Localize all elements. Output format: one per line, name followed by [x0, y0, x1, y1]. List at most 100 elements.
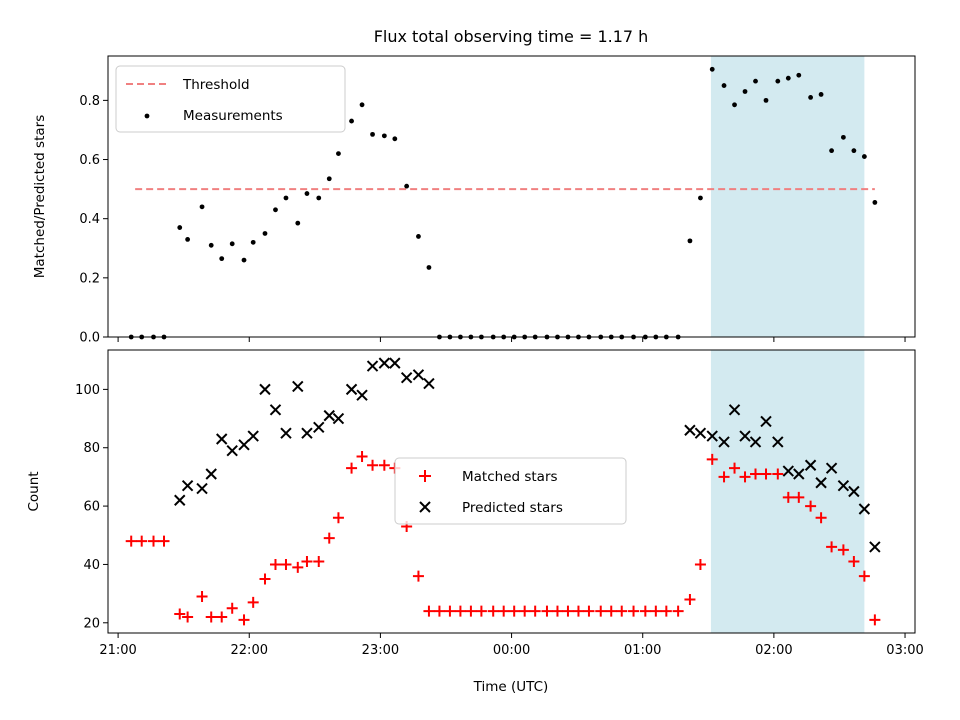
- predicted-star-point: [772, 436, 784, 448]
- matched-star-point: [475, 605, 487, 617]
- y-tick-label: 40: [83, 558, 100, 573]
- y-tick-label: 20: [83, 616, 100, 631]
- matched-star-point: [628, 605, 640, 617]
- measurement-point: [295, 220, 301, 226]
- measurement-point: [229, 241, 235, 247]
- predicted-star-point: [345, 383, 358, 396]
- matched-star-point: [498, 605, 510, 617]
- matched-star-point: [672, 605, 684, 617]
- measurement-point: [698, 195, 703, 201]
- predicted-star-point: [760, 415, 772, 428]
- measurement-point: [381, 133, 387, 139]
- highlight-span-top: [710, 56, 865, 337]
- matched-star-point: [660, 605, 672, 617]
- matched-star-point: [454, 605, 466, 617]
- bottom-axes-frame: [107, 349, 916, 634]
- matched-star-point: [529, 605, 541, 617]
- measurement-point: [808, 95, 814, 100]
- legend-measurements-label: Measurements: [183, 108, 283, 124]
- measurement-point: [177, 225, 183, 230]
- predicted-star-point: [400, 372, 413, 384]
- matched-star-point: [750, 468, 762, 480]
- matched-star-point: [136, 535, 148, 547]
- measurement-point: [732, 102, 737, 108]
- predicted-star-point: [205, 468, 217, 480]
- matched-star-point: [858, 570, 870, 582]
- measurement-point: [359, 102, 365, 108]
- matched-star-point: [541, 605, 553, 617]
- matched-star-point: [848, 556, 860, 568]
- chart-title: Flux total observing time = 1.17 h: [374, 27, 649, 46]
- predicted-star-point: [292, 380, 304, 393]
- matched-star-point: [729, 462, 741, 474]
- matched-star-point: [551, 605, 563, 617]
- matched-star-point: [412, 570, 424, 582]
- predicted-star-point: [869, 541, 881, 553]
- matched-star-point: [465, 605, 477, 617]
- matched-star-point: [572, 605, 584, 617]
- y-tick-label: 80: [83, 441, 100, 456]
- predicted-star-point: [782, 465, 795, 477]
- matched-star-point: [684, 593, 696, 605]
- x-tick-label: 23:00: [362, 643, 399, 658]
- predicted-star-point: [718, 436, 730, 448]
- x-tick-label: 21:00: [99, 643, 136, 658]
- measurement-point: [262, 231, 268, 236]
- matched-star-point: [205, 611, 217, 623]
- measurement-point: [349, 118, 354, 124]
- predicted-star-point: [247, 430, 259, 442]
- matched-star-point: [826, 541, 838, 553]
- matched-star-point: [650, 605, 662, 617]
- matched-star-point: [259, 573, 271, 585]
- measurement-point: [687, 238, 693, 244]
- measurement-point: [250, 239, 256, 245]
- measurement-point: [721, 83, 727, 88]
- predicted-star-point: [412, 369, 425, 381]
- top-y-axis-label: Matched/Predicted stars: [32, 115, 48, 278]
- measurement-point: [785, 75, 791, 81]
- measurement-point: [861, 154, 867, 159]
- matched-star-point: [378, 459, 390, 471]
- measurement-point: [241, 257, 247, 263]
- x-tick-label: 03:00: [886, 643, 923, 658]
- matched-star-point: [313, 556, 325, 568]
- measurement-point: [219, 256, 225, 262]
- predicted-star-point: [378, 357, 391, 369]
- matched-star-point: [519, 605, 531, 617]
- matched-star-point: [125, 535, 137, 547]
- matched-star-point: [356, 450, 368, 462]
- measurement-point: [851, 148, 857, 154]
- matched-star-point: [760, 468, 772, 480]
- highlight-span-bottom: [710, 350, 865, 633]
- matched-star-point: [508, 605, 520, 617]
- predicted-star-point: [815, 477, 827, 489]
- predicted-star-point: [174, 494, 186, 506]
- matched-star-point: [487, 605, 499, 617]
- matched-star-point: [616, 605, 628, 617]
- top-x-ticks: [117, 337, 906, 342]
- predicted-star-point: [259, 383, 271, 396]
- predicted-star-point: [728, 404, 741, 416]
- legend-matched-label: Matched stars: [462, 469, 558, 485]
- predicted-star-point: [323, 409, 335, 422]
- matched-star-point: [815, 512, 827, 524]
- x-tick-label: 01:00: [624, 643, 661, 658]
- matched-star-point: [444, 605, 456, 617]
- measurement-point: [742, 89, 748, 94]
- matched-star-point: [706, 453, 718, 465]
- measurement-point: [775, 78, 781, 84]
- predicted-star-point: [684, 424, 696, 436]
- measurement-point: [185, 236, 191, 242]
- matched-star-point: [562, 605, 574, 617]
- bottom-legend-box: [394, 457, 627, 525]
- matched-star-point: [433, 605, 445, 617]
- predicted-star-point: [706, 430, 718, 442]
- top-y-ticks: 0.0 0.2 0.4 0.6 0.8: [79, 94, 108, 346]
- predicted-star-point: [423, 377, 435, 390]
- measurement-point: [829, 148, 834, 154]
- predicted-star-point: [280, 427, 292, 439]
- y-tick-label: 0.6: [79, 153, 100, 168]
- predicted-star-point: [313, 421, 325, 434]
- matched-star-point: [226, 602, 238, 614]
